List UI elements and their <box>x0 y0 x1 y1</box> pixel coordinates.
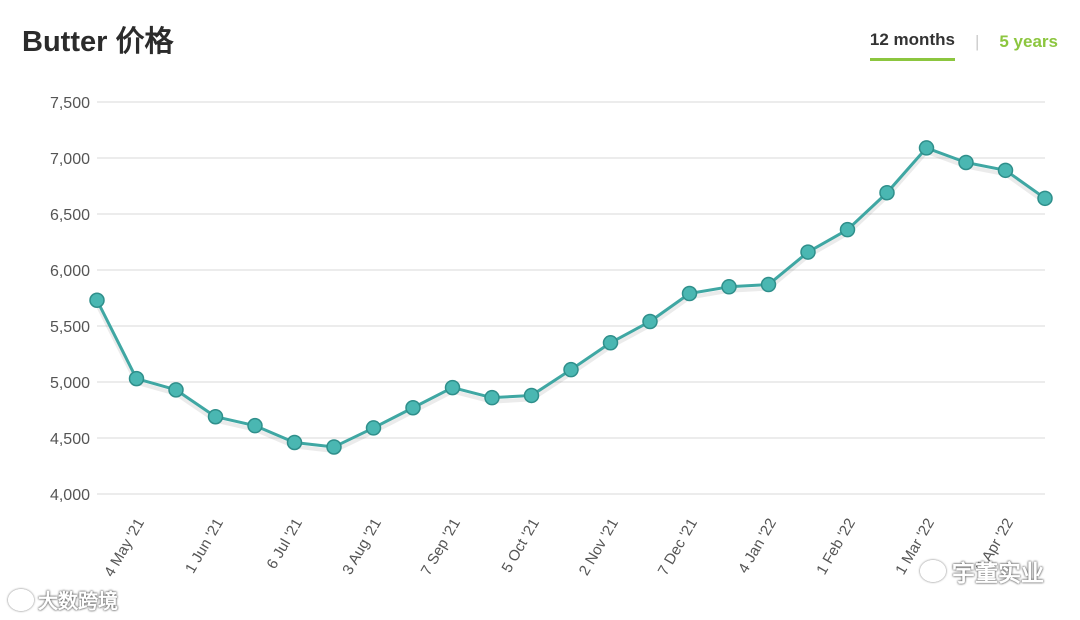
x-tick-label: 1 Feb '22 <box>813 516 859 578</box>
data-point <box>642 313 658 330</box>
x-tick-label: 2 Nov '21 <box>576 516 622 579</box>
data-point <box>484 389 500 406</box>
data-point <box>405 400 421 416</box>
data-point <box>997 162 1014 179</box>
x-tick-label: 6 Jul '21 <box>264 516 306 572</box>
x-tick-label: 3 Aug '21 <box>339 516 385 578</box>
data-point <box>207 408 224 425</box>
watermark-logo-icon <box>8 588 34 611</box>
data-point <box>128 370 145 387</box>
data-point <box>800 244 816 260</box>
watermark-left-text: 大数跨境 <box>38 591 118 613</box>
tab-separator: | <box>974 31 980 51</box>
data-point <box>365 420 382 436</box>
y-tick-label: 5,500 <box>50 319 90 336</box>
data-point <box>681 285 698 302</box>
y-tick-label: 6,000 <box>50 263 90 280</box>
data-point <box>839 221 856 238</box>
data-point <box>168 382 184 398</box>
x-tick-label: 4 May '21 <box>101 516 148 580</box>
x-tick-label: 1 Jun '21 <box>182 516 227 577</box>
chart-title: Butter 价格 <box>22 26 174 58</box>
data-point <box>721 279 737 295</box>
tab-12-months[interactable]: 12 months <box>869 30 955 61</box>
y-tick-label: 6,500 <box>50 207 90 224</box>
series-line <box>95 146 1046 449</box>
x-tick-label: 4 Jan '22 <box>735 516 780 577</box>
data-point <box>958 154 974 171</box>
data-point <box>326 439 342 455</box>
y-tick-label: 7,500 <box>50 95 90 112</box>
data-point <box>286 434 303 451</box>
data-point <box>602 335 619 351</box>
y-tick-label: 5,000 <box>50 375 90 392</box>
watermark-left: 大数跨境 <box>8 585 118 614</box>
x-tick-label: 7 Sep '21 <box>418 516 464 579</box>
watermark-right-text: 宇董实业 <box>952 560 1044 586</box>
x-tick-label: 5 Oct '21 <box>498 516 543 576</box>
tab-5-years[interactable]: 5 years <box>999 31 1058 51</box>
data-point <box>760 276 777 293</box>
data-point <box>444 379 461 396</box>
y-tick-label: 4,500 <box>50 431 90 448</box>
series-line-shadow <box>95 149 1047 453</box>
data-point <box>879 184 895 201</box>
x-tick-label: 7 Dec '21 <box>655 516 701 579</box>
data-point <box>247 417 263 434</box>
data-point <box>563 361 579 378</box>
watermark-right: 宇董实业 <box>920 554 1044 588</box>
period-tabs: 12 months | 5 years <box>869 30 1058 61</box>
wechat-icon <box>920 560 946 582</box>
y-tick-label: 4,000 <box>50 487 90 504</box>
data-point <box>523 387 540 404</box>
y-tick-label: 7,000 <box>50 151 90 168</box>
data-point <box>89 292 105 308</box>
data-point <box>1037 190 1053 207</box>
data-point <box>918 140 935 156</box>
